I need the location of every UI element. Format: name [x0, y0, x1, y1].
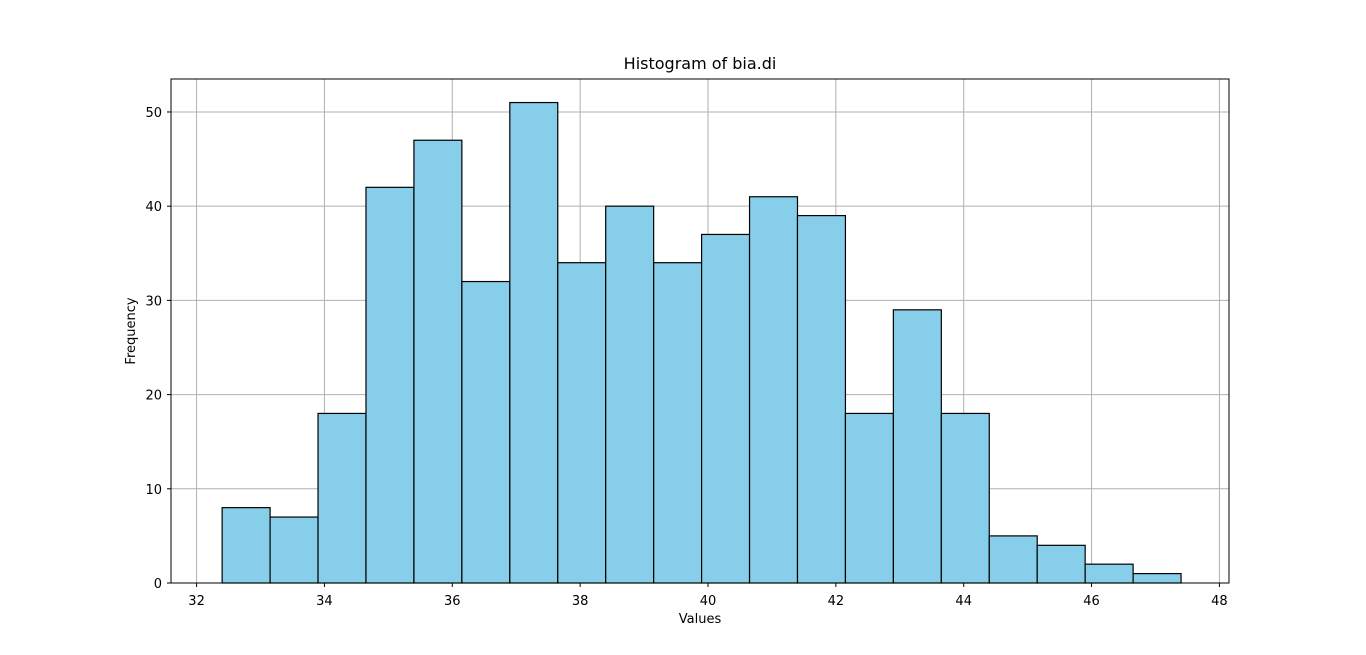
histogram-bar: [1084, 563, 1134, 584]
histogram-bar: [1036, 544, 1086, 584]
y-tick-label: 30: [145, 294, 162, 309]
histogram-bar: [221, 507, 271, 584]
y-tick-label: 40: [145, 200, 162, 215]
histogram-bar: [509, 101, 559, 584]
x-tick-label: 48: [1211, 594, 1228, 609]
y-axis-ticks: 0 10 20 30 40 50: [145, 106, 171, 592]
histogram-bar: [940, 412, 990, 584]
histogram-bar: [413, 139, 463, 584]
histogram-bar: [461, 280, 511, 584]
x-tick-label: 44: [955, 594, 972, 609]
x-tick-label: 46: [1083, 594, 1100, 609]
histogram-bar: [317, 412, 367, 584]
histogram-bar: [557, 262, 607, 584]
y-tick-label: 50: [145, 106, 162, 121]
x-axis-label: Values: [679, 612, 722, 627]
x-tick-label: 32: [188, 594, 205, 609]
x-tick-label: 36: [444, 594, 461, 609]
histogram-bar: [269, 516, 319, 584]
chart-title: Histogram of bia.di: [624, 54, 777, 73]
x-tick-label: 40: [700, 594, 717, 609]
x-tick-label: 34: [316, 594, 333, 609]
histogram-bar: [748, 196, 799, 584]
histogram-bar: [605, 205, 655, 584]
histogram-bar: [653, 262, 703, 584]
y-axis-label: Frequency: [124, 297, 139, 364]
histogram-bar: [365, 186, 415, 584]
histogram-bar: [988, 535, 1038, 584]
histogram-bar: [892, 309, 942, 584]
y-tick-label: 10: [145, 483, 162, 498]
histogram-bar: [844, 412, 894, 584]
histogram-bars: [221, 101, 1182, 584]
x-tick-label: 42: [828, 594, 845, 609]
y-tick-label: 0: [154, 577, 162, 592]
histogram-bar: [796, 214, 847, 584]
y-tick-label: 20: [145, 389, 162, 404]
histogram-bar: [700, 233, 751, 584]
plot-frame: [170, 78, 1230, 584]
x-axis-ticks: 32 34 36 38 40 42 44 46 48: [188, 583, 1228, 609]
histogram-bar: [1132, 572, 1182, 584]
x-tick-label: 38: [572, 594, 589, 609]
